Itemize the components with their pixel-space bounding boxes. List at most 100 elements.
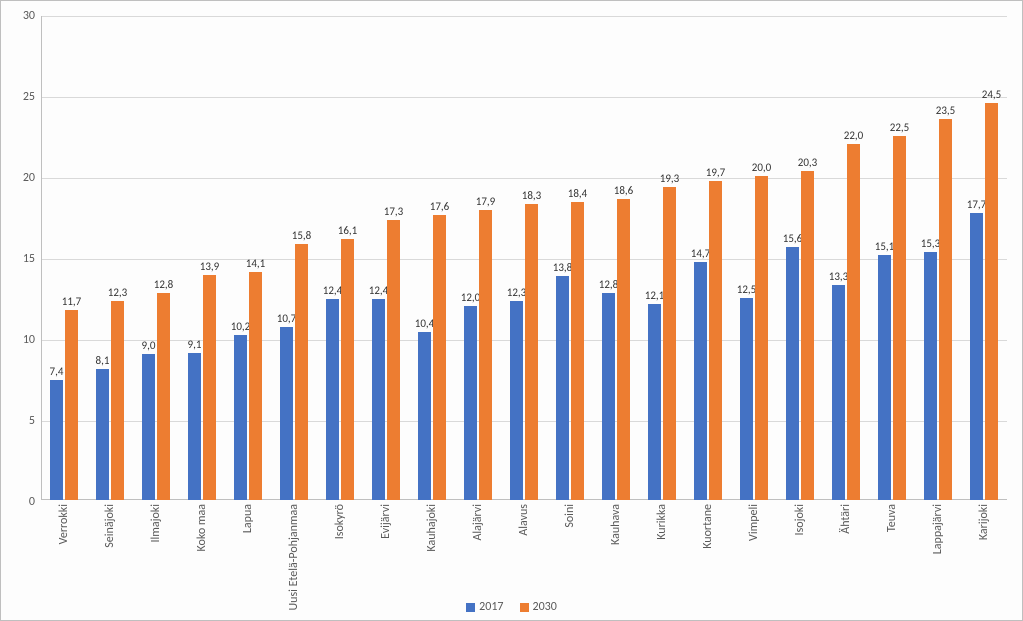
bar-value-label: 12,3 [507,286,526,301]
bar-value-label: 12,8 [154,278,173,293]
bar-2030: 14,1 [249,272,262,500]
category-group: 9,113,9 [179,16,225,500]
x-axis-label: Teuva [885,504,899,532]
bars-row: 7,411,78,112,39,012,89,113,910,214,110,7… [41,16,1007,500]
bar-value-label: 9,0 [142,339,156,354]
bar-2030: 18,4 [571,202,584,500]
bar-2030: 20,0 [755,176,768,500]
bar-value-label: 14,1 [246,257,265,272]
bar-2017: 12,5 [740,298,753,501]
bar-2017: 8,1 [96,369,109,500]
bar-value-label: 10,2 [231,320,250,335]
bar-value-label: 18,4 [568,187,587,202]
bar-value-label: 15,6 [783,232,802,247]
bar-2030: 18,6 [617,199,630,500]
bar-value-label: 23,5 [936,104,955,119]
category-group: 10,715,8 [271,16,317,500]
bar-2017: 12,1 [648,304,661,500]
x-axis-label: Koko maa [195,504,209,552]
bar-value-label: 18,6 [614,184,633,199]
bar-2030: 12,8 [157,293,170,500]
bar-2030: 17,6 [433,215,446,500]
category-group: 17,724,5 [961,16,1007,500]
category-group: 10,214,1 [225,16,271,500]
bar-2017: 12,8 [602,293,615,500]
x-axis-label: Isojoki [793,504,807,535]
x-axis-label: Alajärvi [471,504,485,541]
bar-value-label: 17,3 [384,205,403,220]
bar-2017: 12,0 [464,306,477,500]
bar-value-label: 15,3 [921,237,940,252]
bar-value-label: 17,9 [476,195,495,210]
bar-value-label: 20,0 [752,161,771,176]
bar-value-label: 12,4 [323,284,342,299]
chart-container: 7,411,78,112,39,012,89,113,910,214,110,7… [0,0,1023,621]
bar-value-label: 11,7 [62,295,81,310]
category-group: 7,411,7 [41,16,87,500]
bar-2030: 11,7 [65,310,78,500]
bar-value-label: 12,8 [599,278,618,293]
bar-value-label: 12,0 [461,291,480,306]
bar-2030: 17,9 [479,210,492,500]
x-axis-label: Evijärvi [379,504,393,539]
category-group: 10,417,6 [409,16,455,500]
x-axis-label: Lappajärvi [931,504,945,554]
bar-value-label: 9,1 [188,338,202,353]
category-group: 12,017,9 [455,16,501,500]
x-axis-label: Ilmajoki [149,504,163,543]
category-group: 8,112,3 [87,16,133,500]
bar-value-label: 13,3 [829,270,848,285]
bar-2017: 9,0 [142,354,155,500]
bar-2017: 15,6 [786,247,799,500]
legend-item-2030: 2030 [520,600,557,614]
bar-2017: 13,3 [832,285,845,500]
bar-2030: 19,7 [709,181,722,500]
bar-value-label: 8,1 [96,354,110,369]
x-axis-label: Uusi Etelä-Pohjanmaa [287,504,301,611]
bar-value-label: 20,3 [798,156,817,171]
bar-2030: 15,8 [295,244,308,500]
category-group: 14,719,7 [685,16,731,500]
bar-value-label: 18,3 [522,189,541,204]
x-axis-label: Isokyrö [333,504,347,539]
category-group: 12,417,3 [363,16,409,500]
x-axis-label: Kauhava [609,504,623,545]
y-tick-label: 20 [1,171,35,185]
category-group: 12,1 19,3 [639,16,685,500]
bar-2017: 14,7 [694,262,707,500]
x-axis-label: Kuortane [701,504,715,549]
category-group: 12,3 18,3 [501,16,547,500]
category-group: 13,322,0 [823,16,869,500]
bar-value-label: 22,5 [890,121,909,136]
bar-value-label: 13,9 [200,260,219,275]
bar-2017: 10,7 [280,327,293,500]
bar-2030: 24,5 [985,103,998,500]
category-group: 15,620,3 [777,16,823,500]
y-tick-label: 25 [1,90,35,104]
category-group: 12,416,1 [317,16,363,500]
x-axis-label: Seinäjoki [103,504,117,548]
bar-value-label: 10,4 [415,317,434,332]
bar-2030: 23,5 [939,119,952,500]
bar-value-label: 12,4 [369,284,388,299]
legend: 2017 2030 [1,600,1022,614]
bar-value-label: 19,7 [706,166,725,181]
bar-value-label: 12,3 [108,286,127,301]
category-group: 13,818,4 [547,16,593,500]
legend-label-2017: 2017 [479,600,503,614]
bar-2030: 17,3 [387,220,400,500]
bar-2030: 13,9 [203,275,216,500]
legend-swatch-2030 [520,603,529,612]
legend-swatch-2017 [466,603,475,612]
bar-2017: 10,4 [418,332,431,500]
x-axis-label: Alavus [517,504,531,536]
bar-2017: 17,7 [970,213,983,500]
bar-2030: 12,3 [111,301,124,500]
category-group: 9,012,8 [133,16,179,500]
bar-2030: 22,0 [847,144,860,500]
y-tick-label: 0 [1,495,35,509]
bar-2030: 20,3 [801,171,814,500]
bar-value-label: 15,1 [875,240,894,255]
bar-2017: 10,2 [234,335,247,500]
bar-value-label: 19,3 [660,172,679,187]
